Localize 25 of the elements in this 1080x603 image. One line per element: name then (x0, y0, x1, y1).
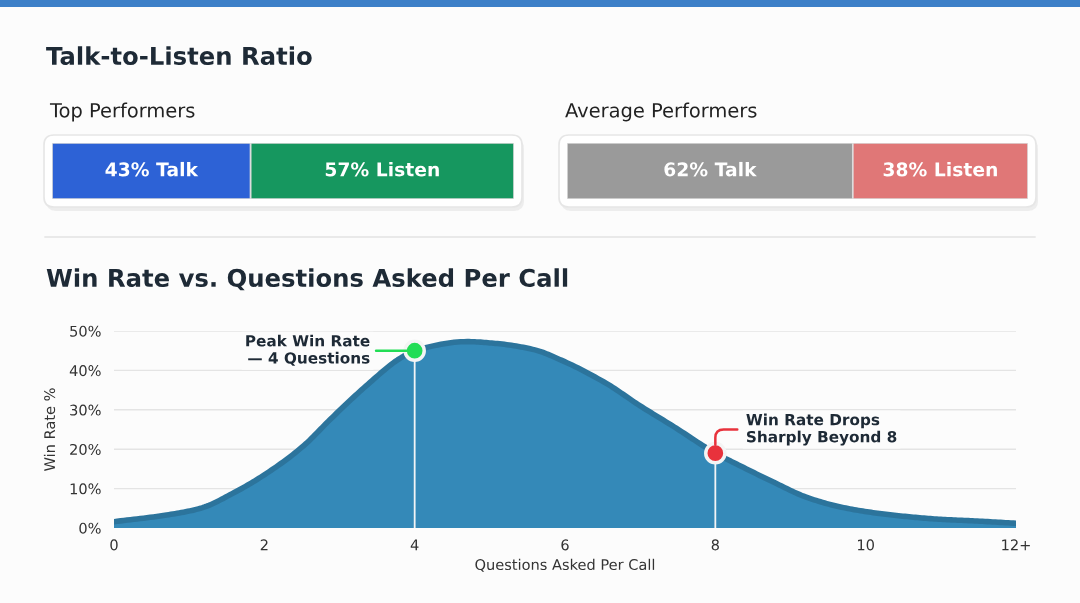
x-tick-label: 6 (561, 539, 569, 551)
annotation: Peak Win Rate — 4 Questions (246, 334, 370, 366)
chart-subtitle: Top Performers (49, 102, 195, 122)
x-tick-label: 4 (410, 539, 419, 551)
x-tick-label: 0 (110, 539, 118, 551)
chart-title: Win Rate vs. Questions Asked Per Call (46, 268, 568, 291)
x-tick-label: 10 (857, 539, 874, 551)
x-axis-title: Questions Asked Per Call (475, 558, 655, 572)
y-tick-label: 20% (70, 443, 101, 455)
data-label: 43% Talk (105, 161, 199, 177)
data-label: 38% Listen (883, 161, 997, 177)
x-tick-label: 2 (260, 539, 268, 551)
y-tick-label: 50% (70, 325, 101, 337)
y-tick-label: 30% (70, 404, 101, 416)
data-label: 57% Listen (325, 161, 439, 177)
chart-title: Talk-to-Listen Ratio (46, 46, 312, 66)
chart-subtitle: Average Performers (565, 102, 757, 122)
x-tick-label: 8 (711, 539, 719, 551)
y-tick-label: 10% (70, 483, 101, 495)
y-axis-title: Win Rate % (43, 388, 56, 471)
y-tick-label: 0% (79, 522, 101, 534)
data-label: 62% Talk (664, 161, 757, 177)
annotation: Win Rate Drops Sharply Beyond 8 (746, 413, 897, 446)
y-tick-label: 40% (69, 365, 101, 377)
x-tick-label: 12+ (1002, 539, 1030, 551)
